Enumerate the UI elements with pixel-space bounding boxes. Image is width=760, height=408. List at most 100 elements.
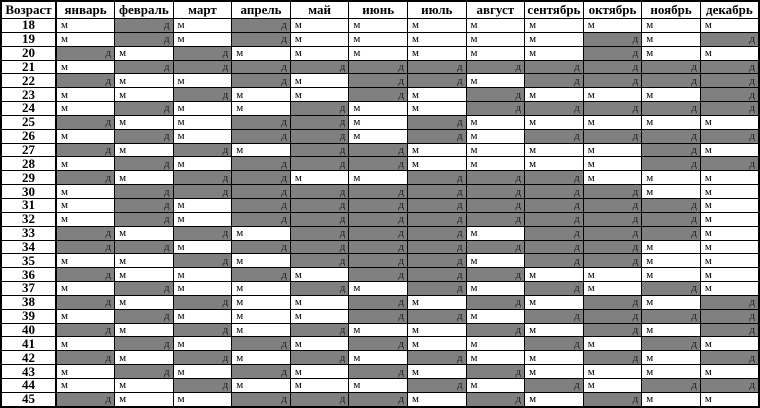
girl-cell: д <box>172 322 233 338</box>
table-row: 25 д м м д д м д м м м м м <box>0 114 760 130</box>
boy-cell: м <box>699 391 760 408</box>
boy-cell: м <box>289 267 350 283</box>
table-row: 33 д м д м д д д м д д д м <box>0 225 760 241</box>
girl-cell: д <box>699 73 760 89</box>
month-column-header: июнь <box>348 0 408 19</box>
boy-cell: м <box>406 101 467 116</box>
girl-cell: д <box>406 308 467 324</box>
boy-cell: м <box>641 31 701 47</box>
boy-cell: м <box>699 253 760 269</box>
age-cell: 38 <box>0 294 57 310</box>
boy-cell: м <box>172 267 233 283</box>
boy-cell: м <box>465 336 526 352</box>
girl-cell: д <box>348 156 408 172</box>
girl-cell: д <box>231 211 291 227</box>
boy-cell: м <box>114 87 174 103</box>
girl-cell: д <box>172 350 233 366</box>
girl-cell: д <box>114 156 174 172</box>
table-row: 41 м д м д м д м м д м д м <box>0 336 760 352</box>
boy-cell: м <box>231 101 291 116</box>
boy-cell: м <box>348 114 408 130</box>
boy-cell: м <box>172 239 233 255</box>
boy-cell: м <box>172 128 233 144</box>
girl-cell: д <box>348 197 408 213</box>
boy-cell: м <box>114 73 174 89</box>
girl-cell: д <box>231 336 291 352</box>
girl-cell: д <box>465 59 526 75</box>
age-cell: 36 <box>0 267 57 283</box>
girl-cell: д <box>289 281 350 296</box>
girl-cell: д <box>406 281 467 296</box>
boy-cell: м <box>55 31 116 47</box>
age-column-header: Возраст <box>0 0 57 19</box>
girl-cell: д <box>289 225 350 241</box>
boy-cell: м <box>231 225 291 241</box>
boy-cell: м <box>406 31 467 47</box>
table-row: 23 м м д м м д м д м м м д <box>0 87 760 103</box>
boy-cell: м <box>172 336 233 352</box>
girl-cell: д <box>348 267 408 283</box>
girl-cell: д <box>641 156 701 172</box>
boy-cell: м <box>641 170 701 186</box>
girl-cell: д <box>55 350 116 366</box>
girl-cell: д <box>524 73 584 89</box>
boy-cell: м <box>114 377 174 393</box>
age-cell: 25 <box>0 114 57 130</box>
age-cell: 26 <box>0 128 57 144</box>
age-cell: 24 <box>0 101 57 116</box>
boy-cell: м <box>231 45 291 61</box>
age-cell: 40 <box>0 322 57 338</box>
boy-cell: м <box>55 197 116 213</box>
month-column-header: июль <box>406 0 467 19</box>
girl-cell: д <box>114 128 174 144</box>
boy-cell: м <box>289 336 350 352</box>
boy-cell: м <box>699 336 760 352</box>
boy-cell: м <box>348 170 408 186</box>
girl-cell: д <box>641 142 701 158</box>
boy-cell: м <box>582 336 643 352</box>
boy-cell: м <box>289 73 350 89</box>
boy-cell: м <box>524 364 584 379</box>
boy-cell: м <box>582 18 643 33</box>
header-row: Возраст январь февраль март апрель май июнь ию… <box>0 0 760 19</box>
girl-cell: д <box>641 73 701 89</box>
table-row: 37 м д м м д м д м д м д м <box>0 281 760 296</box>
boy-cell: м <box>114 350 174 366</box>
boy-cell: м <box>289 308 350 324</box>
girl-cell: д <box>114 197 174 213</box>
boy-cell: м <box>55 87 116 103</box>
boy-cell: м <box>231 87 291 103</box>
age-cell: 22 <box>0 73 57 89</box>
boy-cell: м <box>406 18 467 33</box>
girl-cell: д <box>465 170 526 186</box>
girl-cell: д <box>55 225 116 241</box>
age-cell: 30 <box>0 184 57 199</box>
boy-cell: м <box>465 142 526 158</box>
girl-cell: д <box>55 322 116 338</box>
age-cell: 37 <box>0 281 57 296</box>
girl-cell: д <box>699 377 760 393</box>
girl-cell: д <box>465 87 526 103</box>
boy-cell: м <box>55 211 116 227</box>
girl-cell: д <box>289 322 350 338</box>
age-cell: 43 <box>0 364 57 379</box>
girl-cell: д <box>172 87 233 103</box>
boy-cell: м <box>699 184 760 199</box>
girl-cell: д <box>406 73 467 89</box>
boy-cell: м <box>406 322 467 338</box>
girl-cell: д <box>699 294 760 310</box>
girl-cell: д <box>524 281 584 296</box>
boy-cell: м <box>289 170 350 186</box>
boy-cell: м <box>114 142 174 158</box>
boy-cell: м <box>465 308 526 324</box>
girl-cell: д <box>582 59 643 75</box>
age-cell: 32 <box>0 211 57 227</box>
girl-cell: д <box>524 170 584 186</box>
girl-cell: д <box>289 197 350 213</box>
girl-cell: д <box>465 322 526 338</box>
girl-cell: д <box>641 59 701 75</box>
boy-cell: м <box>348 45 408 61</box>
girl-cell: д <box>114 101 174 116</box>
boy-cell: м <box>348 281 408 296</box>
